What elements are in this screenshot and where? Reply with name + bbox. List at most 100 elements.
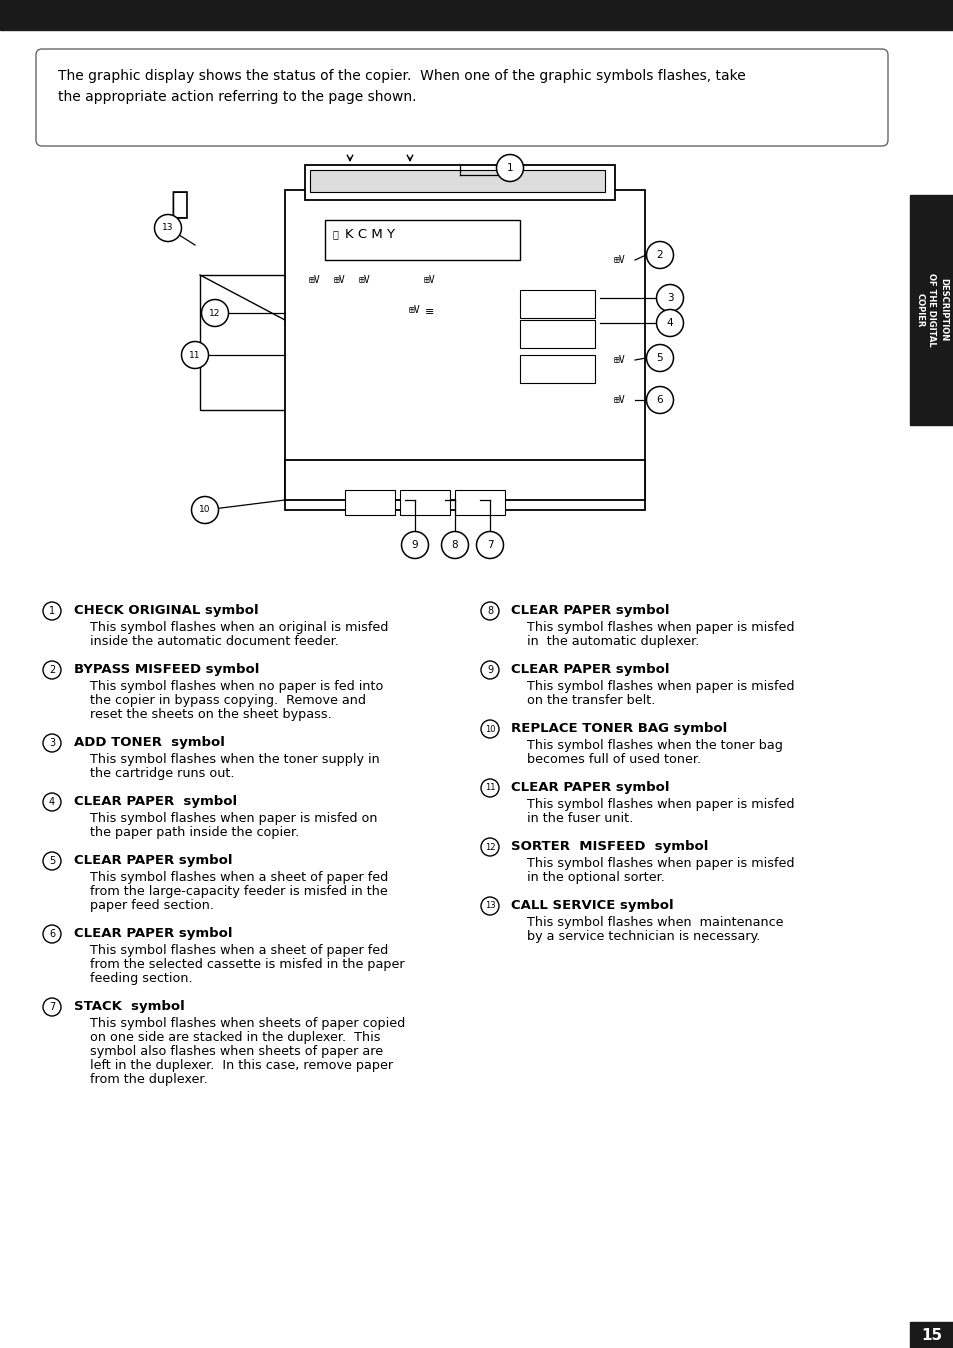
Text: left in the duplexer.  In this case, remove paper: left in the duplexer. In this case, remo…: [90, 1060, 393, 1072]
Text: 9: 9: [486, 665, 493, 675]
Text: 15: 15: [921, 1328, 942, 1343]
Text: CLEAR PAPER symbol: CLEAR PAPER symbol: [74, 855, 233, 867]
Circle shape: [201, 299, 229, 326]
Text: ⊞V: ⊞V: [614, 255, 625, 266]
Text: 7: 7: [486, 541, 493, 550]
Text: the copier in bypass copying.  Remove and: the copier in bypass copying. Remove and: [90, 694, 366, 706]
Circle shape: [43, 603, 61, 620]
Text: This symbol flashes when  maintenance: This symbol flashes when maintenance: [526, 917, 782, 929]
Text: ⊞V: ⊞V: [309, 275, 320, 284]
Text: 9: 9: [412, 541, 417, 550]
Text: the paper path inside the copier.: the paper path inside the copier.: [90, 826, 299, 838]
Circle shape: [646, 387, 673, 414]
Text: feeding section.: feeding section.: [90, 972, 193, 985]
Text: ⊞V: ⊞V: [358, 275, 371, 284]
Circle shape: [43, 735, 61, 752]
Text: 1: 1: [506, 163, 513, 173]
Text: ⊞V: ⊞V: [614, 355, 625, 365]
Bar: [909, 195, 953, 425]
Bar: [285, 190, 644, 510]
Text: ADD TONER  symbol: ADD TONER symbol: [74, 736, 225, 749]
Bar: [519, 319, 595, 348]
Text: on one side are stacked in the duplexer.  This: on one side are stacked in the duplexer.…: [90, 1031, 380, 1043]
Text: 5: 5: [656, 353, 662, 363]
Circle shape: [480, 779, 498, 797]
Text: This symbol flashes when paper is misfed: This symbol flashes when paper is misfed: [526, 621, 794, 634]
Circle shape: [476, 531, 503, 558]
Text: CLEAR PAPER symbol: CLEAR PAPER symbol: [511, 663, 669, 675]
Circle shape: [480, 661, 498, 679]
Text: 11: 11: [484, 783, 495, 793]
Text: This symbol flashes when an original is misfed: This symbol flashes when an original is …: [90, 621, 388, 634]
Text: 🔧: 🔧: [171, 190, 189, 220]
Text: in the optional sorter.: in the optional sorter.: [526, 871, 664, 884]
Text: ⬛: ⬛: [332, 229, 337, 239]
Text: 13: 13: [162, 224, 173, 232]
Text: in  the automatic duplexer.: in the automatic duplexer.: [526, 635, 699, 648]
Text: STACK  symbol: STACK symbol: [74, 1000, 185, 1012]
Text: 10: 10: [484, 724, 495, 733]
Text: 4: 4: [666, 318, 673, 328]
Bar: [200, 275, 285, 410]
Bar: [345, 491, 395, 515]
Bar: [399, 491, 450, 515]
Text: CLEAR PAPER symbol: CLEAR PAPER symbol: [511, 604, 669, 617]
Text: 3: 3: [666, 293, 673, 303]
Circle shape: [181, 341, 209, 368]
Bar: [310, 170, 604, 191]
Text: 8: 8: [486, 607, 493, 616]
Circle shape: [43, 998, 61, 1016]
Circle shape: [480, 603, 498, 620]
Text: reset the sheets on the sheet bypass.: reset the sheets on the sheet bypass.: [90, 708, 332, 721]
Text: 6: 6: [656, 395, 662, 404]
Text: CLEAR PAPER symbol: CLEAR PAPER symbol: [74, 927, 233, 940]
Text: 3: 3: [49, 737, 55, 748]
Text: 12: 12: [209, 309, 220, 318]
Text: from the duplexer.: from the duplexer.: [90, 1073, 208, 1086]
Text: REPLACE TONER BAG symbol: REPLACE TONER BAG symbol: [511, 723, 726, 735]
Text: 7: 7: [49, 1002, 55, 1012]
Text: This symbol flashes when a sheet of paper fed: This symbol flashes when a sheet of pape…: [90, 871, 388, 884]
Text: 12: 12: [484, 842, 495, 852]
FancyBboxPatch shape: [36, 49, 887, 146]
Text: This symbol flashes when paper is misfed on: This symbol flashes when paper is misfed…: [90, 811, 377, 825]
Circle shape: [656, 310, 682, 337]
Text: paper feed section.: paper feed section.: [90, 899, 213, 913]
Text: ≡: ≡: [425, 307, 435, 317]
Circle shape: [646, 241, 673, 268]
Text: This symbol flashes when paper is misfed: This symbol flashes when paper is misfed: [526, 798, 794, 811]
Text: 10: 10: [199, 506, 211, 515]
Text: 11: 11: [189, 350, 200, 360]
Text: on the transfer belt.: on the transfer belt.: [526, 694, 655, 706]
Text: becomes full of used toner.: becomes full of used toner.: [526, 754, 700, 766]
Text: DESCRIPTION
OF THE DIGITAL
COPIER: DESCRIPTION OF THE DIGITAL COPIER: [915, 274, 947, 346]
Text: CLEAR PAPER  symbol: CLEAR PAPER symbol: [74, 795, 237, 807]
Text: This symbol flashes when paper is misfed: This symbol flashes when paper is misfed: [526, 857, 794, 869]
Text: ⊞V: ⊞V: [424, 275, 436, 284]
Text: This symbol flashes when sheets of paper copied: This symbol flashes when sheets of paper…: [90, 1016, 405, 1030]
Text: SORTER  MISFEED  symbol: SORTER MISFEED symbol: [511, 840, 708, 853]
Circle shape: [43, 852, 61, 869]
Bar: [519, 290, 595, 318]
Circle shape: [192, 496, 218, 523]
Bar: [455, 491, 504, 515]
Circle shape: [43, 661, 61, 679]
Circle shape: [401, 531, 428, 558]
Text: the cartridge runs out.: the cartridge runs out.: [90, 767, 234, 780]
Circle shape: [496, 155, 523, 182]
Circle shape: [43, 793, 61, 811]
Text: 4: 4: [49, 797, 55, 807]
Text: by a service technician is necessary.: by a service technician is necessary.: [526, 930, 760, 944]
Circle shape: [646, 345, 673, 372]
Circle shape: [480, 838, 498, 856]
Text: inside the automatic document feeder.: inside the automatic document feeder.: [90, 635, 338, 648]
Circle shape: [480, 720, 498, 737]
Text: 2: 2: [49, 665, 55, 675]
Bar: [285, 460, 644, 500]
Text: 13: 13: [484, 902, 495, 910]
Text: The graphic display shows the status of the copier.  When one of the graphic sym: The graphic display shows the status of …: [58, 69, 745, 104]
Text: K C M Y: K C M Y: [345, 228, 395, 240]
Text: 6: 6: [49, 929, 55, 940]
Circle shape: [154, 214, 181, 241]
Text: in the fuser unit.: in the fuser unit.: [526, 811, 633, 825]
